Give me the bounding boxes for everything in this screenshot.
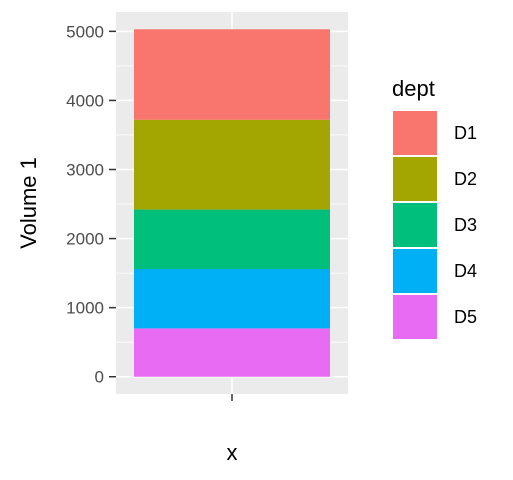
legend-title: dept	[392, 76, 435, 101]
legend-key-d3	[393, 203, 437, 247]
legend: dept D1 D2 D3 D4 D5	[392, 76, 477, 339]
y-tick-label: 5000	[66, 22, 104, 41]
legend-label: D4	[454, 261, 477, 281]
legend-key-d5	[393, 295, 437, 339]
legend-label: D5	[454, 307, 477, 327]
bar-segment-d1	[134, 29, 330, 120]
bar-segment-d2	[134, 119, 330, 210]
legend-key-d4	[393, 249, 437, 293]
y-tick-label: 3000	[66, 160, 104, 179]
y-tick-label: 1000	[66, 299, 104, 318]
bar-stack	[134, 29, 330, 377]
y-tick-label: 2000	[66, 230, 104, 249]
legend-label: D2	[454, 169, 477, 189]
legend-label: D3	[454, 215, 477, 235]
legend-key-d1	[393, 111, 437, 155]
y-tick-label: 0	[95, 368, 104, 387]
legend-label: D1	[454, 123, 477, 143]
y-tick-label: 4000	[66, 91, 104, 110]
x-axis-title: x	[227, 440, 238, 465]
legend-key-d2	[393, 157, 437, 201]
bar-segment-d3	[134, 209, 330, 269]
bar-segment-d5	[134, 328, 330, 377]
y-axis: 0 1000 2000 3000 4000 5000	[66, 22, 116, 387]
y-axis-title: Volume 1	[16, 157, 41, 249]
bar-segment-d4	[134, 268, 330, 329]
